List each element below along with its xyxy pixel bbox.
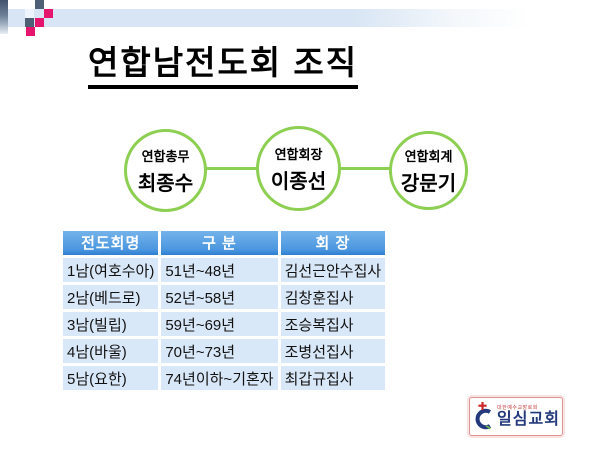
- page-title: 연합남전도회 조직: [88, 44, 359, 89]
- connector-line: [204, 167, 259, 170]
- column-header-group: 전도회명: [63, 231, 159, 255]
- org-node-role: 연합총무: [141, 148, 190, 164]
- table-cell: 74년이하~기혼자: [161, 366, 278, 390]
- table-cell: 3남(빌립): [63, 312, 159, 336]
- org-node-general-secretary: 연합총무 최종수: [124, 129, 207, 212]
- table-header-row: 전도회명 구 분 회 장: [63, 231, 386, 255]
- org-node-president: 연합회장 이종선: [256, 126, 341, 211]
- table-cell: 최갑규집사: [280, 366, 386, 390]
- deco-square: [25, 18, 34, 27]
- table-cell: 조승복집사: [280, 312, 386, 336]
- table-cell: 2남(베드로): [63, 285, 159, 309]
- table-cell: 59년~69년: [161, 312, 278, 336]
- table-cell: 4남(바울): [63, 339, 159, 363]
- deco-square: [26, 27, 35, 36]
- deco-square: [35, 18, 44, 27]
- org-node-role: 연합회계: [404, 148, 453, 164]
- table-cell: 5남(요한): [63, 366, 159, 390]
- deco-square: [44, 9, 53, 18]
- org-node-name: 이종선: [270, 170, 327, 193]
- org-node-name: 최종수: [137, 172, 194, 195]
- table-row: 1남(여호수아) 51년~48년 김선근안수집사: [63, 258, 386, 282]
- church-logo: 대한예수교장로회 일심교회: [469, 397, 563, 436]
- mission-groups-table: 전도회명 구 분 회 장 1남(여호수아) 51년~48년 김선근안수집사 2남…: [60, 228, 388, 393]
- table-cell: 52년~58년: [161, 285, 278, 309]
- table-row: 4남(바울) 70년~73년 조병선집사: [63, 339, 386, 363]
- org-node-role: 연합회장: [274, 146, 323, 162]
- org-node-name: 강문기: [400, 172, 457, 195]
- logo-church-name: 일심교회: [497, 410, 560, 428]
- connector-line: [338, 167, 392, 170]
- left-accent-bar: [0, 0, 8, 34]
- table-cell: 70년~73년: [161, 339, 278, 363]
- deco-square: [35, 0, 44, 9]
- table-cell: 조병선집사: [280, 339, 386, 363]
- table-cell: 김선근안수집사: [280, 258, 386, 282]
- table-row: 5남(요한) 74년이하~기혼자 최갑규집사: [63, 366, 386, 390]
- table-cell: 51년~48년: [161, 258, 278, 282]
- table-row: 3남(빌립) 59년~69년 조승복집사: [63, 312, 386, 336]
- table-row: 2남(베드로) 52년~58년 김창훈집사: [63, 285, 386, 309]
- table-cell: 김창훈집사: [280, 285, 386, 309]
- logo-denomination: 대한예수교장로회: [497, 404, 538, 411]
- column-header-chair: 회 장: [280, 231, 386, 255]
- church-logo-icon: [475, 401, 492, 429]
- column-header-division: 구 분: [161, 231, 278, 255]
- table-cell: 1남(여호수아): [63, 258, 159, 282]
- org-node-treasurer: 연합회계 강문기: [389, 131, 468, 210]
- deco-square: [25, 9, 34, 18]
- top-accent-band: [8, 9, 600, 27]
